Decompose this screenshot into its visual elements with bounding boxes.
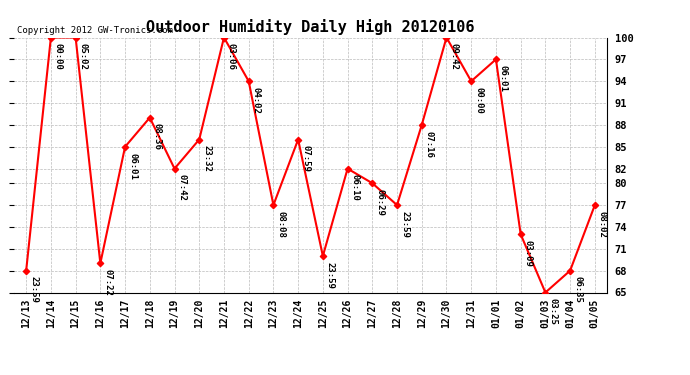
Point xyxy=(95,260,106,266)
Point xyxy=(144,115,155,121)
Text: 08:02: 08:02 xyxy=(598,211,607,238)
Text: 06:01: 06:01 xyxy=(128,153,137,180)
Point xyxy=(391,202,402,208)
Text: Copyright 2012 GW-Tronics.com: Copyright 2012 GW-Tronics.com xyxy=(17,26,172,35)
Title: Outdoor Humidity Daily High 20120106: Outdoor Humidity Daily High 20120106 xyxy=(146,19,475,35)
Point xyxy=(317,253,328,259)
Text: 03:09: 03:09 xyxy=(524,240,533,267)
Point xyxy=(169,166,180,172)
Text: 07:59: 07:59 xyxy=(301,146,310,172)
Point xyxy=(367,180,378,186)
Text: 07:22: 07:22 xyxy=(104,269,112,296)
Point xyxy=(70,34,81,40)
Point xyxy=(119,144,130,150)
Point xyxy=(540,290,551,296)
Point xyxy=(243,78,254,84)
Text: 07:16: 07:16 xyxy=(425,131,434,158)
Text: 06:10: 06:10 xyxy=(351,174,359,201)
Point xyxy=(416,122,427,128)
Text: 00:00: 00:00 xyxy=(474,87,483,114)
Text: 03:06: 03:06 xyxy=(227,44,236,70)
Point xyxy=(466,78,477,84)
Text: 07:42: 07:42 xyxy=(177,174,186,201)
Point xyxy=(342,166,353,172)
Text: 04:02: 04:02 xyxy=(252,87,261,114)
Text: 06:29: 06:29 xyxy=(375,189,384,216)
Point xyxy=(589,202,600,208)
Point xyxy=(21,268,32,274)
Point xyxy=(46,34,57,40)
Point xyxy=(491,56,502,62)
Text: 23:32: 23:32 xyxy=(202,146,211,172)
Text: 03:25: 03:25 xyxy=(549,298,558,325)
Text: 00:00: 00:00 xyxy=(54,44,63,70)
Text: 08:36: 08:36 xyxy=(152,123,161,150)
Point xyxy=(194,136,205,142)
Text: 09:42: 09:42 xyxy=(449,44,458,70)
Text: 23:59: 23:59 xyxy=(326,262,335,289)
Point xyxy=(268,202,279,208)
Point xyxy=(293,136,304,142)
Text: 08:08: 08:08 xyxy=(277,211,286,238)
Text: 06:35: 06:35 xyxy=(573,276,582,303)
Text: 23:59: 23:59 xyxy=(400,211,409,238)
Point xyxy=(219,34,230,40)
Point xyxy=(515,231,526,237)
Point xyxy=(441,34,452,40)
Text: 05:02: 05:02 xyxy=(79,44,88,70)
Text: 23:59: 23:59 xyxy=(29,276,38,303)
Point xyxy=(564,268,575,274)
Text: 06:01: 06:01 xyxy=(499,65,508,92)
